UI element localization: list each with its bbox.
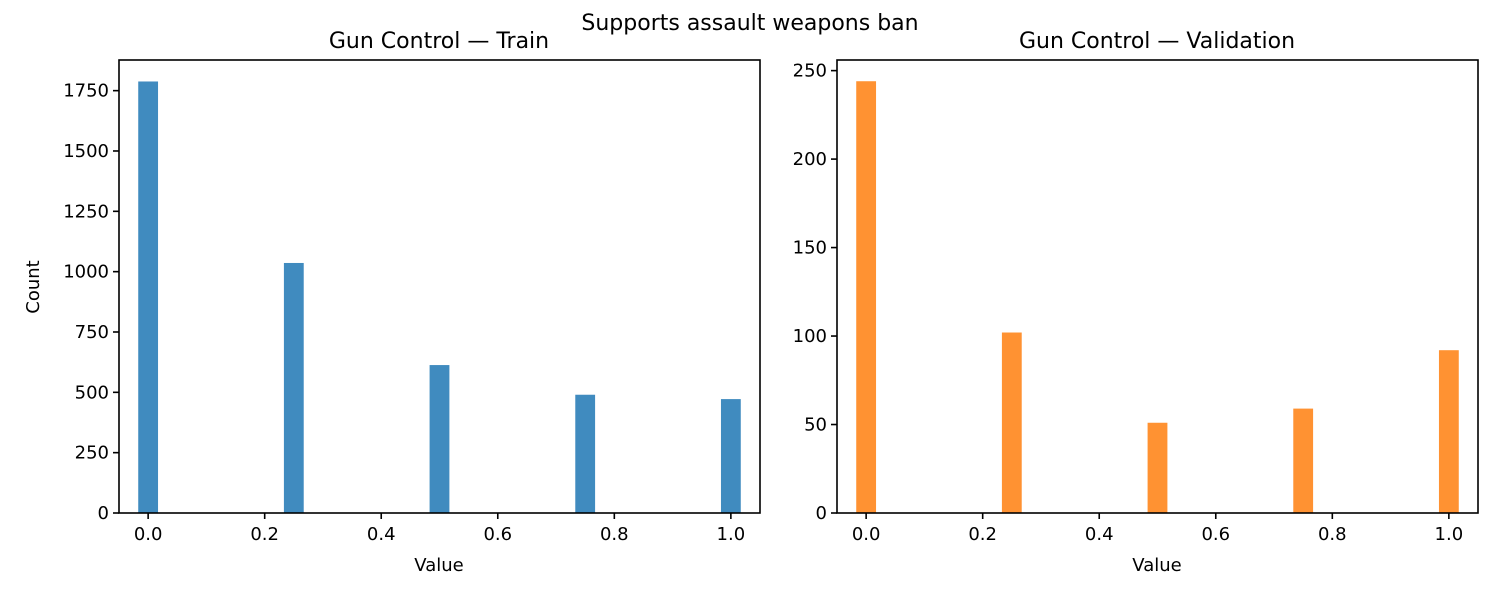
train-bar-4 (720, 399, 741, 513)
validation-x-tick-label: 0.2 (968, 524, 997, 545)
validation-bar-3 (1293, 408, 1314, 513)
validation-bar-4 (1438, 350, 1459, 513)
train-bars (138, 81, 741, 513)
validation-y-tick-label: 250 (793, 61, 827, 82)
train-y-tick-label: 250 (75, 443, 109, 464)
train-bar-1 (283, 262, 304, 513)
validation-bar-0 (856, 81, 877, 513)
train-plot-frame (118, 59, 761, 514)
train-x-tick-label: 0.6 (483, 524, 512, 545)
validation-panel-title: Gun Control — Validation (1019, 29, 1295, 54)
train-y-tick-label: 1750 (63, 81, 109, 102)
validation-y-axis-ticks: 0 50 100 150 200 250 (793, 61, 837, 524)
validation-y-tick-label: 100 (793, 326, 827, 347)
train-x-tick-label: 0.8 (600, 524, 629, 545)
validation-x-tick-label: 0.4 (1085, 524, 1114, 545)
train-y-axis-label: Count (23, 260, 44, 313)
validation-y-tick-label: 150 (793, 238, 827, 259)
train-y-tick-label: 0 (98, 503, 109, 524)
train-x-axis-label: Value (414, 555, 463, 576)
validation-plot-frame (836, 59, 1479, 514)
train-x-tick-label: 0.4 (367, 524, 396, 545)
figure-suptitle: Supports assault weapons ban (581, 11, 918, 36)
validation-bar-1 (1001, 332, 1022, 513)
train-bar-2 (429, 365, 450, 513)
train-histogram-panel: Gun Control — Train 0.0 0.2 0.4 0.6 0.8 1.0 0… (23, 29, 761, 576)
validation-y-tick-label: 0 (816, 503, 827, 524)
train-panel-title: Gun Control — Train (329, 29, 549, 54)
validation-x-axis-ticks: 0.0 0.2 0.4 0.6 0.8 1.0 (852, 513, 1463, 545)
validation-y-tick-label: 50 (804, 415, 827, 436)
validation-x-tick-label: 1.0 (1435, 524, 1464, 545)
validation-bars (856, 81, 1459, 513)
train-bar-0 (138, 81, 159, 513)
train-y-tick-label: 1000 (63, 262, 109, 283)
train-x-tick-label: 0.2 (250, 524, 279, 545)
train-x-tick-label: 1.0 (717, 524, 746, 545)
train-x-tick-label: 0.0 (134, 524, 163, 545)
train-x-axis-ticks: 0.0 0.2 0.4 0.6 0.8 1.0 (134, 513, 745, 545)
train-y-tick-label: 1500 (63, 141, 109, 162)
validation-x-tick-label: 0.6 (1201, 524, 1230, 545)
train-y-axis-ticks: 0 250 500 750 1000 1250 1500 1750 (63, 81, 119, 524)
validation-bar-2 (1147, 422, 1168, 513)
train-y-tick-label: 1250 (63, 201, 109, 222)
train-y-tick-label: 500 (75, 382, 109, 403)
validation-y-tick-label: 200 (793, 149, 827, 170)
validation-x-axis-label: Value (1132, 555, 1181, 576)
train-bar-3 (575, 394, 596, 513)
validation-histogram-panel: Gun Control — Validation 0.0 0.2 0.4 0.6 0.8… (793, 29, 1479, 576)
train-y-tick-label: 750 (75, 322, 109, 343)
validation-x-tick-label: 0.0 (852, 524, 881, 545)
validation-x-tick-label: 0.8 (1318, 524, 1347, 545)
